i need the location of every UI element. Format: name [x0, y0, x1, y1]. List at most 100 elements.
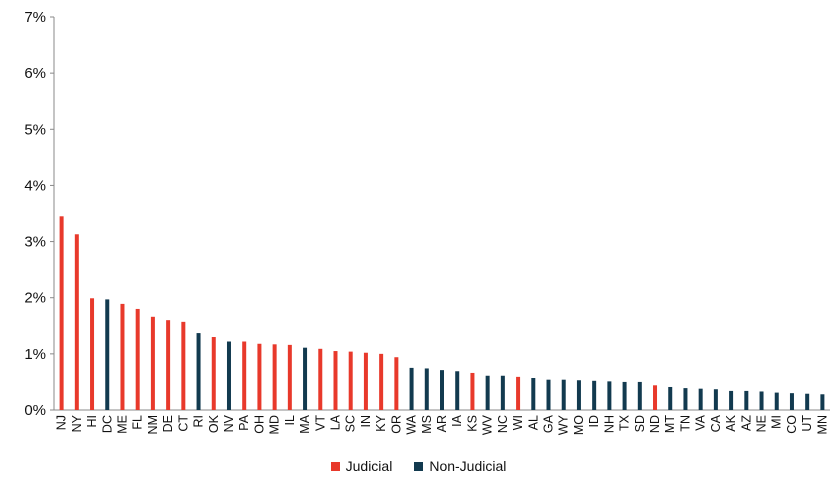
x-tick-label: AZ: [739, 415, 753, 431]
x-tick-label: WI: [511, 415, 525, 430]
y-tick-label: 6%: [24, 65, 46, 82]
y-tick-label: 4%: [24, 177, 46, 194]
bar-ia: [455, 371, 460, 410]
x-tick-label: MN: [815, 415, 829, 434]
legend-item-non-judicial: Non-Judicial: [414, 458, 506, 474]
bar-ca: [713, 389, 718, 410]
x-tick-label: SC: [344, 415, 358, 432]
x-tick-label: NV: [222, 414, 236, 432]
bar-md: [272, 344, 277, 410]
legend-swatch-judicial: [330, 461, 340, 471]
legend-label-judicial: Judicial: [345, 458, 393, 474]
x-tick-label: PA: [237, 414, 251, 430]
x-tick-label: NM: [146, 415, 160, 434]
bar-oh: [257, 343, 262, 410]
y-tick-label: 0%: [24, 402, 46, 419]
bar-mi: [774, 392, 779, 410]
x-tick-label: NJ: [55, 415, 69, 430]
bar-ne: [759, 391, 764, 410]
bar-ct: [181, 321, 186, 410]
bar-sc: [348, 351, 353, 410]
bar-dc: [105, 299, 110, 410]
bar-mo: [576, 380, 581, 410]
x-tick-label: TN: [678, 415, 692, 432]
y-tick-label: 5%: [24, 121, 46, 138]
x-tick-label: OH: [252, 415, 266, 434]
x-tick-label: SD: [633, 415, 647, 432]
x-tick-label: ND: [648, 415, 662, 433]
x-tick-label: LA: [328, 414, 342, 430]
bar-ut: [805, 393, 810, 410]
x-tick-label: MS: [420, 415, 434, 434]
bar-mt: [668, 386, 673, 410]
x-tick-label: IN: [359, 415, 373, 428]
bar-al: [531, 377, 536, 410]
x-tick-label: NH: [602, 415, 616, 433]
legend: Judicial Non-Judicial: [0, 458, 837, 474]
bar-nj: [59, 216, 64, 410]
x-tick-label: CA: [709, 414, 723, 432]
bar-in: [363, 352, 368, 410]
x-tick-label: IL: [283, 415, 297, 425]
x-tick-label: MD: [268, 415, 282, 434]
bar-or: [394, 357, 399, 410]
x-tick-label: MA: [298, 414, 312, 433]
y-tick-label: 7%: [24, 9, 46, 26]
x-tick-label: VT: [313, 415, 327, 431]
bar-id: [592, 380, 597, 410]
x-tick-label: MT: [663, 415, 677, 433]
bar-hi: [90, 298, 95, 410]
bar-sd: [637, 381, 642, 410]
x-tick-label: UT: [800, 415, 814, 432]
legend-label-non-judicial: Non-Judicial: [429, 458, 507, 474]
x-tick-label: OR: [389, 415, 403, 434]
x-tick-label: NY: [70, 414, 84, 432]
x-tick-label: HI: [85, 415, 99, 428]
legend-swatch-non-judicial: [414, 461, 424, 471]
bar-ar: [440, 370, 444, 410]
bar-ma: [303, 347, 308, 410]
bar-ga: [546, 379, 551, 410]
x-tick-label: FL: [131, 415, 145, 430]
bar-il: [287, 344, 292, 410]
bar-pa: [242, 341, 247, 410]
bar-ky: [379, 353, 384, 410]
x-tick-label: NE: [755, 415, 769, 432]
bar-nc: [500, 375, 505, 410]
x-tick-label: AL: [526, 415, 540, 430]
x-tick-label: OK: [207, 414, 221, 433]
y-tick-label: 1%: [24, 346, 46, 363]
bar-vt: [318, 348, 323, 410]
x-tick-label: CO: [785, 415, 799, 434]
bar-az: [744, 390, 749, 410]
bar-nd: [653, 385, 658, 410]
x-tick-label: CT: [176, 415, 190, 432]
bar-nv: [226, 341, 231, 410]
bar-la: [333, 351, 338, 410]
x-tick-label: IA: [450, 414, 464, 426]
x-tick-label: AK: [724, 414, 738, 431]
x-tick-label: WV: [481, 414, 495, 435]
bar-me: [120, 303, 125, 410]
legend-item-judicial: Judicial: [330, 458, 393, 474]
x-tick-label: WA: [405, 414, 419, 434]
x-tick-label: KY: [374, 414, 388, 431]
bar-wv: [485, 375, 490, 410]
x-tick-label: RI: [192, 415, 206, 428]
bar-ks: [470, 372, 475, 410]
bar-va: [698, 388, 703, 410]
x-tick-label: MI: [770, 415, 784, 429]
x-tick-label: WY: [557, 414, 571, 435]
bar-co: [789, 393, 794, 410]
x-tick-label: TX: [618, 414, 632, 431]
bar-fl: [135, 308, 140, 410]
x-tick-label: VA: [694, 414, 708, 430]
bar-ak: [729, 390, 734, 410]
bar-mn: [820, 394, 825, 410]
y-tick-label: 3%: [24, 234, 46, 251]
bar-wy: [561, 379, 566, 410]
bar-ms: [424, 368, 429, 410]
x-tick-label: DC: [100, 415, 114, 433]
